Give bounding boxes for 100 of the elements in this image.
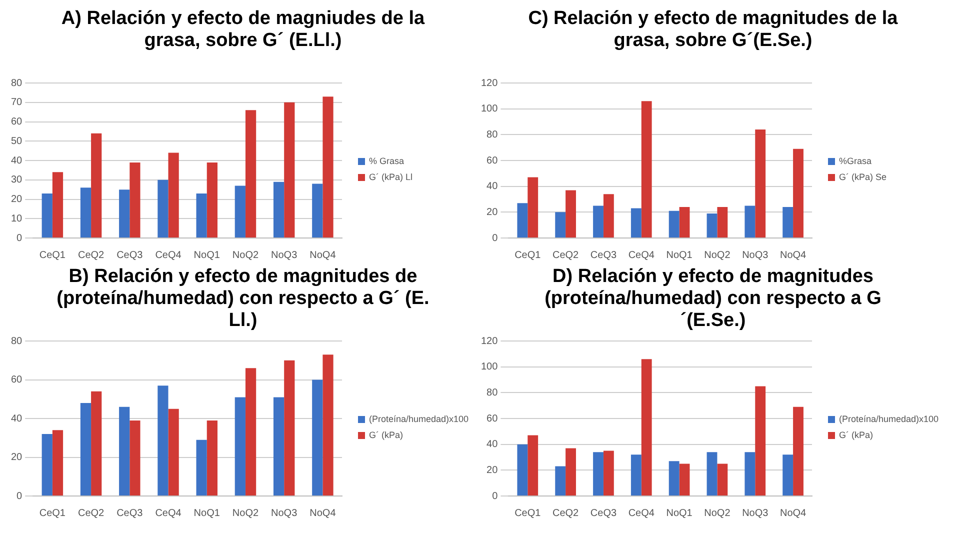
x-tick-label: NoQ4 [310, 250, 336, 261]
bar [42, 434, 52, 496]
y-tick-label: 20 [486, 464, 498, 476]
chart-title: B) Relación y efecto de magnitudes de (proteína/humedad) con respecto a G´ (E. Ll.) [56, 266, 430, 332]
bar [234, 397, 246, 496]
x-tick-label: CeQ4 [628, 250, 655, 261]
bar [312, 184, 323, 238]
bar [91, 391, 102, 496]
legend-label: % Grasa [369, 156, 404, 166]
bar [245, 368, 256, 496]
bar [234, 186, 246, 238]
bar [755, 130, 766, 238]
y-tick-label: 40 [486, 181, 498, 192]
bar [168, 408, 179, 496]
bar [679, 207, 690, 238]
x-tick-label: CeQ3 [116, 508, 144, 519]
y-tick-label: 50 [11, 136, 23, 147]
bar [284, 360, 295, 496]
x-tick-label: CeQ1 [39, 250, 66, 261]
bar [245, 110, 256, 238]
bar [593, 452, 604, 496]
bar [782, 454, 794, 496]
y-tick-label: 70 [11, 97, 23, 108]
bar [80, 403, 92, 496]
bar [206, 162, 218, 238]
x-tick-label: NoQ3 [271, 250, 298, 261]
bar [158, 386, 168, 496]
x-tick-label: NoQ2 [232, 508, 259, 519]
y-tick-label: 120 [480, 336, 498, 347]
y-tick-label: 60 [486, 155, 498, 166]
x-tick-label: CeQ4 [155, 250, 182, 261]
bar [168, 152, 179, 238]
bar [196, 440, 207, 496]
y-tick-label: 80 [11, 78, 23, 89]
x-tick-label: NoQ3 [742, 508, 769, 519]
y-tick-label: 60 [486, 413, 498, 424]
x-tick-label: NoQ1 [666, 250, 693, 261]
bar [555, 466, 566, 496]
bar [782, 207, 794, 238]
x-tick-label: NoQ4 [780, 508, 807, 519]
x-tick-label: NoQ4 [310, 508, 336, 519]
y-tick-label: 30 [11, 174, 23, 186]
legend-label: G´ (kPa) Se [839, 172, 887, 182]
bar [668, 210, 680, 238]
bar [80, 188, 92, 238]
bar [42, 193, 52, 238]
bar [717, 207, 728, 238]
x-tick-label: NoQ2 [704, 508, 731, 519]
y-tick-label: 20 [11, 194, 23, 205]
x-tick-label: CeQ1 [514, 250, 542, 261]
bar [284, 102, 295, 238]
bar [603, 194, 614, 238]
bar [706, 452, 718, 496]
bar [717, 464, 728, 496]
y-tick-label: 100 [480, 362, 498, 373]
bar [517, 203, 528, 238]
y-tick-label: 10 [11, 213, 23, 224]
y-tick-label: 0 [492, 232, 498, 244]
bar [593, 206, 604, 238]
y-tick-label: 120 [480, 78, 498, 89]
x-tick-label: NoQ3 [742, 250, 769, 261]
bar [119, 406, 130, 496]
bar [130, 420, 140, 496]
x-tick-label: NoQ4 [780, 250, 807, 261]
x-tick-label: CeQ3 [590, 508, 617, 519]
x-tick-label: CeQ2 [552, 250, 580, 261]
bar [273, 397, 284, 496]
chart-title: D) Relación y efecto de magnitudes (proteína/humedad) con respecto a G´(E.Se.) [544, 266, 882, 332]
legend-label: (Proteína/humedad)x100 [839, 414, 939, 424]
legend-label: (Proteína/humedad)x100 [369, 414, 469, 424]
bar [566, 448, 576, 496]
x-tick-label: CeQ1 [39, 508, 66, 519]
bar [52, 430, 64, 496]
bar [641, 101, 652, 238]
legend-label: G´ (kPa) Ll [369, 172, 413, 182]
y-tick-label: 80 [486, 387, 498, 398]
x-tick-label: CeQ1 [514, 508, 542, 519]
bar [744, 452, 756, 496]
chart-title: A) Relación y efecto de magniudes de la grasa, sobre G´ (E.Ll.) [60, 8, 426, 53]
bar [206, 420, 218, 496]
bar [630, 208, 642, 238]
y-tick-label: 40 [11, 155, 23, 166]
bar [322, 354, 334, 496]
bar [641, 359, 652, 496]
x-tick-label: NoQ2 [704, 250, 731, 261]
y-tick-label: 80 [486, 129, 498, 140]
bar [322, 96, 334, 238]
chart-title: C) Relación y efecto de magnitudes de la grasa, sobre G´(E.Se.) [527, 8, 899, 53]
x-tick-label: NoQ1 [194, 508, 220, 519]
bar [603, 450, 614, 496]
x-tick-label: CeQ2 [552, 508, 580, 519]
bar [119, 190, 130, 238]
y-tick-label: 40 [11, 413, 23, 424]
y-tick-label: 0 [16, 232, 23, 244]
bar [706, 213, 718, 238]
legend-label: G´ (kPa) [839, 430, 874, 440]
y-tick-label: 0 [492, 490, 498, 502]
y-tick-label: 60 [11, 374, 23, 386]
legend-label: %Grasa [839, 156, 872, 166]
bar [793, 406, 804, 496]
